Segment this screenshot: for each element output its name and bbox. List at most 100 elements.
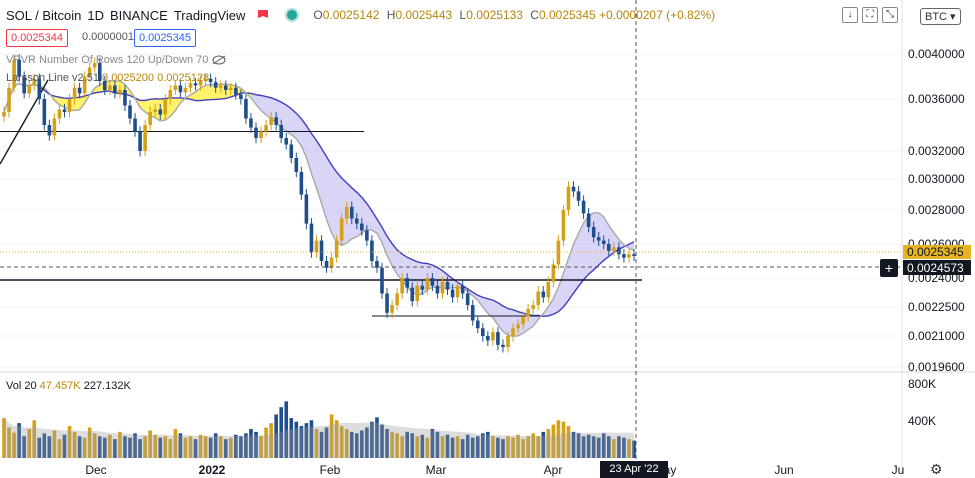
- volume-bar: [47, 436, 52, 458]
- candle-body: [521, 316, 525, 325]
- candle-body: [108, 85, 112, 90]
- volume-bar: [415, 436, 420, 458]
- candle-body: [82, 76, 87, 94]
- candle-body: [294, 158, 299, 172]
- gear-icon[interactable]: ⚙: [930, 461, 943, 477]
- candle-body: [57, 109, 62, 119]
- volume-indicator-legend[interactable]: Vol 20 47.457K 227.132K: [6, 380, 131, 392]
- candle-body: [103, 81, 107, 90]
- candle-body: [123, 90, 127, 106]
- currency-selector[interactable]: BTC ▾: [920, 8, 961, 25]
- maximize-icon[interactable]: ⛶: [862, 7, 878, 23]
- volume-bar: [218, 436, 223, 458]
- candle-body: [274, 117, 278, 125]
- larsson-indicator-legend[interactable]: Larsson Line v2.51 0.0025200 0.0025128: [6, 72, 210, 84]
- vpvr-indicator-label[interactable]: VPVR Number Of Rows 120 Up/Down 70: [6, 54, 209, 66]
- candle-body: [158, 109, 163, 115]
- candle-body: [561, 210, 566, 241]
- volume-bar: [32, 420, 37, 458]
- volume-bar: [516, 434, 520, 458]
- candle-body: [22, 76, 26, 94]
- volume-bar: [344, 428, 349, 458]
- candle-body: [229, 87, 233, 90]
- price-tick-label: 0.0021000: [908, 329, 965, 343]
- time-tick-label: Jun: [774, 463, 793, 477]
- price-tick-label: 0.0030000: [908, 172, 965, 186]
- candle-body: [173, 85, 178, 90]
- volume-bar: [138, 439, 142, 458]
- volume-bar: [501, 439, 505, 458]
- candle-body: [52, 118, 57, 136]
- volume-bar: [390, 431, 394, 458]
- candle-body: [617, 247, 621, 255]
- volume-bar: [511, 437, 515, 458]
- volume-bar: [581, 436, 586, 458]
- volume-bar: [284, 401, 289, 458]
- market-status-icon: [285, 8, 300, 22]
- volume-bar: [627, 439, 631, 458]
- price-tick-label: 0.0028000: [908, 203, 965, 217]
- volume-bar: [445, 434, 450, 458]
- volume-bar: [586, 434, 591, 458]
- candle-body: [299, 172, 304, 195]
- candle-body: [234, 87, 238, 95]
- volume-bar: [329, 414, 334, 458]
- volume-bar: [596, 437, 601, 458]
- volume-bar: [355, 433, 359, 458]
- candle-body: [193, 83, 198, 86]
- volume-bar: [188, 436, 193, 458]
- arrow-down-icon[interactable]: ↓: [842, 7, 858, 23]
- ask-price-box[interactable]: 0.0025345: [134, 29, 196, 47]
- interval-label[interactable]: 1D: [87, 7, 105, 23]
- volume-bar: [67, 426, 72, 458]
- bid-price-box[interactable]: 0.0025344: [6, 29, 68, 47]
- volume-bar: [465, 434, 470, 458]
- candle-body: [531, 305, 535, 309]
- candle-body: [279, 125, 283, 138]
- candle-body: [198, 81, 203, 86]
- candle-body: [97, 63, 102, 81]
- volume-bar: [546, 428, 551, 458]
- candle-body: [460, 285, 465, 294]
- volume-bar: [576, 433, 581, 458]
- candle-body: [450, 289, 455, 298]
- candle-body: [395, 293, 399, 306]
- volume-bar: [314, 428, 319, 458]
- collapse-icon[interactable]: ⤡: [882, 7, 898, 23]
- candle-body: [67, 99, 72, 112]
- volume-bar: [17, 423, 21, 458]
- candle-body: [405, 278, 409, 288]
- candle-body: [601, 240, 606, 244]
- volume-bar: [481, 433, 485, 458]
- time-tick-label: Ju: [892, 463, 905, 477]
- volume-bar: [566, 426, 571, 458]
- eye-slash-icon[interactable]: [212, 55, 226, 65]
- last-price-tag: [903, 245, 971, 259]
- volume-bar: [27, 428, 31, 458]
- candle-body: [269, 117, 273, 125]
- symbol-title[interactable]: SOL / Bitcoin: [6, 7, 82, 23]
- volume-bar: [259, 436, 263, 458]
- candle-body: [314, 240, 319, 253]
- volume-bar: [208, 437, 213, 458]
- volume-bar: [526, 436, 530, 458]
- volume-bar: [536, 436, 541, 458]
- crosshair-date-label: 23 Apr '22: [600, 461, 668, 478]
- flag-icon[interactable]: [257, 9, 269, 21]
- time-tick-label: Mar: [426, 463, 447, 477]
- candle-body: [87, 67, 92, 77]
- candle-body: [7, 87, 11, 112]
- candle-body: [133, 118, 137, 132]
- volume-bar: [213, 433, 218, 458]
- candle-body: [455, 285, 460, 298]
- candle-body: [355, 218, 359, 224]
- candle-body: [249, 118, 253, 128]
- volume-bar: [143, 436, 147, 458]
- crosshair-price-tag: [903, 260, 971, 275]
- volume-bar: [173, 428, 178, 458]
- candle-body: [344, 206, 349, 219]
- add-alert-icon[interactable]: +: [880, 259, 898, 277]
- band-fast-line: [3, 79, 635, 338]
